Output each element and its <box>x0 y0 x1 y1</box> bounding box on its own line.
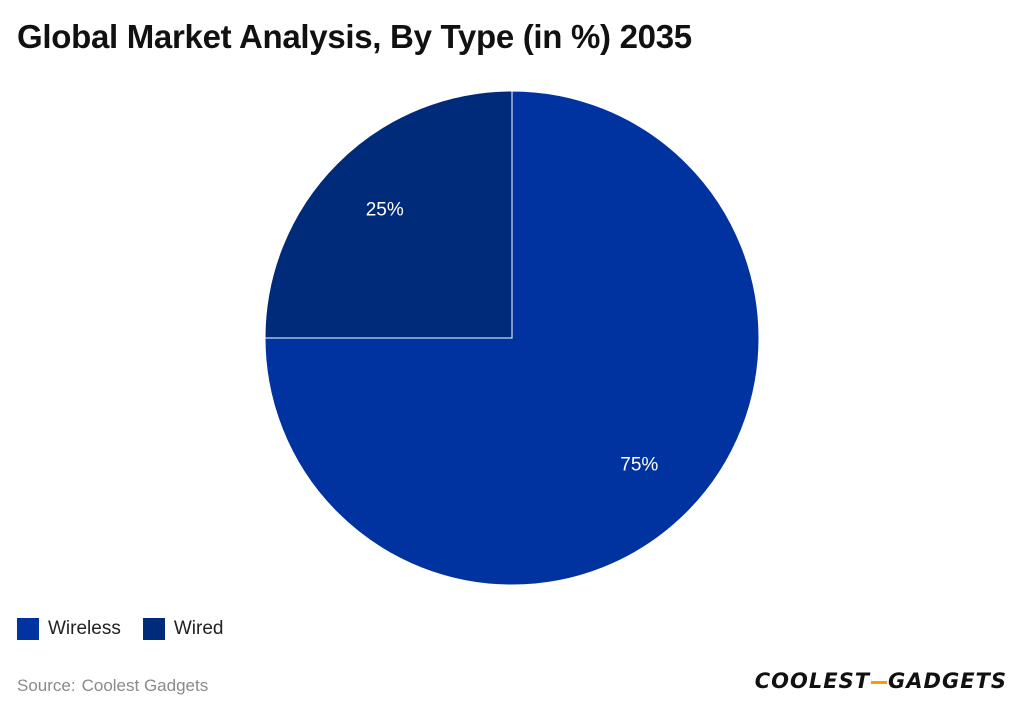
source-value: Coolest Gadgets <box>81 676 209 695</box>
pie-slice-labels: 75% 25% <box>366 200 659 476</box>
brand-logo: COOLEST GADGETS <box>755 669 1007 693</box>
brand-logo-dash <box>871 680 888 684</box>
pie-slice-wired[interactable] <box>264 90 513 339</box>
source-credit: Source: Coolest Gadgets <box>17 676 208 696</box>
legend-swatch-wireless <box>17 618 39 640</box>
legend: Wireless Wired <box>17 618 245 640</box>
slice-label-wired: 25% <box>366 200 404 221</box>
source-label: Source: <box>17 676 76 695</box>
pie-slices <box>264 90 760 586</box>
pie-slice-wireless[interactable] <box>264 90 760 586</box>
legend-label-wireless: Wireless <box>48 618 121 639</box>
legend-item-wired[interactable]: Wired <box>142 618 224 640</box>
legend-label-wired: Wired <box>173 618 224 639</box>
brand-logo-part1: COOLEST <box>754 669 871 693</box>
slice-label-wireless: 75% <box>620 454 658 475</box>
brand-logo-part2: GADGETS <box>888 669 1007 693</box>
legend-swatch-wired <box>142 618 165 640</box>
chart-title: Global Market Analysis, By Type (in %) 2… <box>17 18 692 55</box>
legend-item-wireless[interactable]: Wireless <box>17 618 121 640</box>
